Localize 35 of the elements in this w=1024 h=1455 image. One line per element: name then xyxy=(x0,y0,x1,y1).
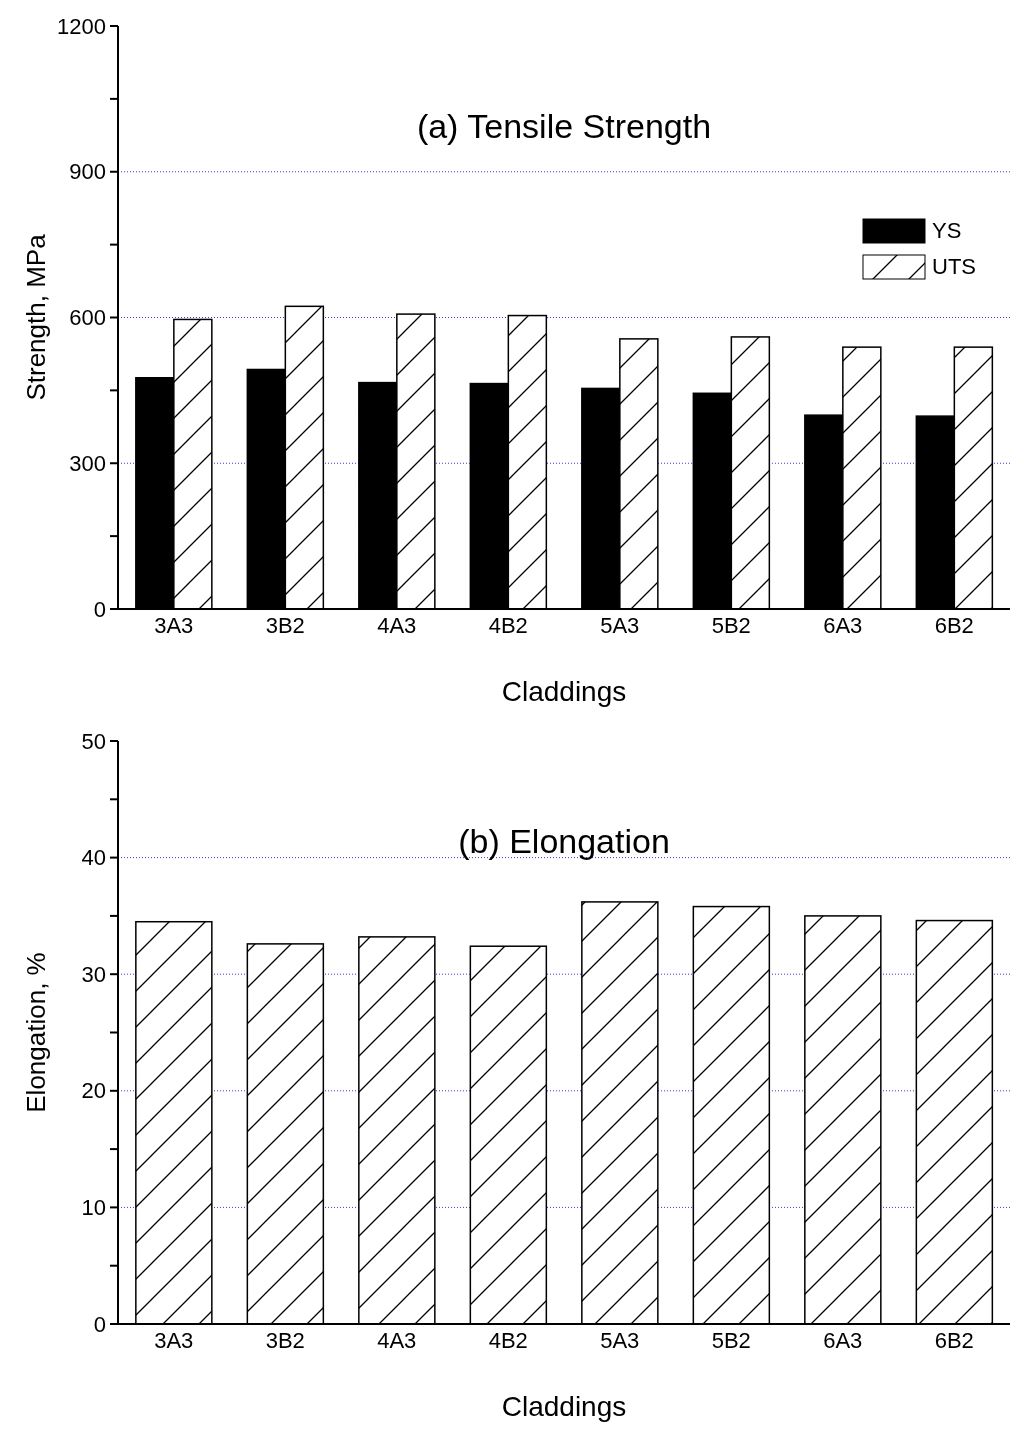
x-tick-label: 5A3 xyxy=(600,1327,640,1353)
legend-label: YS xyxy=(932,218,962,244)
x-tick-label: 4B2 xyxy=(488,1327,528,1353)
y-tick-label: 600 xyxy=(69,305,106,330)
text: (b) Elongation xyxy=(458,822,670,860)
y-tick-label: 900 xyxy=(69,159,106,185)
x-axis-title: Claddings xyxy=(501,676,627,707)
x-tick-label: 6A3 xyxy=(823,612,863,638)
x-tick-label: 3B2 xyxy=(265,612,305,638)
x-tick-label: 4A3 xyxy=(377,1327,417,1353)
y-tick-label: 1200 xyxy=(57,13,106,39)
y-tick-label: 50 xyxy=(81,728,106,754)
y-tick-label: 0 xyxy=(93,596,106,622)
y-tick-label: 300 xyxy=(69,450,106,476)
text: (a) Tensile Strength xyxy=(416,107,712,145)
x-tick-label: 6A3 xyxy=(823,1327,863,1353)
y-tick-label: 30 xyxy=(81,961,106,987)
x-tick-label: 5B2 xyxy=(711,1327,751,1353)
x-tick-label: 3A3 xyxy=(154,1327,194,1353)
y-axis-title: Elongation, % xyxy=(21,952,51,1113)
x-axis-title: Claddings xyxy=(501,1391,627,1422)
x-tick-label: 5B2 xyxy=(711,612,751,638)
x-tick-label: 4A3 xyxy=(377,612,417,638)
x-tick-label: 5A3 xyxy=(600,612,640,638)
x-tick-label: 3B2 xyxy=(265,1327,305,1353)
y-axis-title: Strength, MPa xyxy=(21,233,51,401)
y-tick-label: 10 xyxy=(81,1194,106,1220)
y-tick-label: 20 xyxy=(81,1078,106,1104)
y-tick-label: 0 xyxy=(93,1311,106,1337)
legend-label: UTS xyxy=(932,254,976,280)
y-tick-label: 40 xyxy=(81,845,106,871)
x-tick-label: 4B2 xyxy=(488,612,528,638)
x-tick-label: 3A3 xyxy=(154,612,194,638)
x-tick-label: 6B2 xyxy=(934,1327,974,1353)
x-tick-label: 6B2 xyxy=(934,612,974,638)
